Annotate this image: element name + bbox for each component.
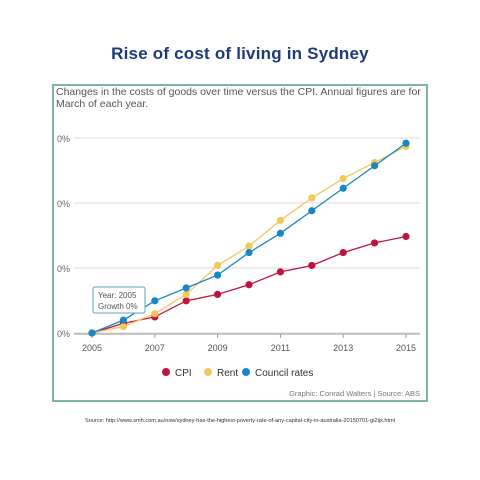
- data-point-council-rates: [371, 162, 379, 170]
- legend-marker-rent: [204, 368, 212, 376]
- data-point-council-rates: [151, 297, 159, 305]
- data-point-cpi: [308, 261, 316, 270]
- data-point-cpi: [245, 281, 253, 289]
- data-point-council-rates: [245, 248, 253, 257]
- data-point-cpi: [339, 248, 347, 257]
- chart-credit: Graphic: Conrad Walters | Source: ABS: [289, 389, 420, 398]
- y-tick-label: 0%: [57, 329, 70, 339]
- y-tick-label: 0%: [57, 199, 70, 209]
- data-point-cpi: [402, 232, 410, 241]
- legend-label-cpi: CPI: [175, 368, 192, 379]
- data-point-council-rates: [402, 139, 410, 147]
- data-point-rent: [214, 261, 222, 270]
- data-point-council-rates: [214, 271, 222, 279]
- data-point-council-rates: [119, 316, 127, 324]
- slide-title: Rise of cost of living in Sydney: [111, 44, 369, 63]
- data-point-rent: [276, 216, 284, 225]
- x-tick-label: 2011: [271, 343, 290, 353]
- data-point-cpi: [214, 290, 222, 298]
- data-point-cpi: [371, 239, 379, 247]
- tooltip-year: Year: 2005: [98, 291, 137, 300]
- data-point-rent: [339, 175, 347, 183]
- x-tick-label: 2015: [396, 343, 416, 353]
- data-point-cpi: [276, 268, 284, 276]
- data-point-council-rates: [276, 229, 284, 237]
- x-tick-label: 2009: [208, 343, 228, 353]
- tooltip-growth: Growth 0%: [98, 302, 138, 311]
- x-tick-label: 2013: [333, 343, 353, 353]
- data-point-rent: [119, 322, 127, 331]
- legend-marker-cpi: [162, 368, 170, 376]
- chart-subtitle: Changes in the costs of goods over time …: [56, 86, 421, 110]
- legend-label-council-rates: Council rates: [255, 368, 313, 379]
- data-point-rent: [245, 242, 253, 250]
- data-point-council-rates: [182, 284, 190, 292]
- x-tick-label: 2007: [145, 343, 165, 353]
- data-point-rent: [151, 310, 159, 318]
- data-point-rent: [182, 290, 190, 298]
- data-point-rent: [308, 194, 316, 202]
- tooltip-box: [92, 286, 146, 314]
- chart-frame: [52, 84, 428, 402]
- legend-label-rent: Rent: [217, 368, 238, 379]
- source-citation: Source: http://www.smh.com.au/nsw/sydney…: [85, 418, 395, 424]
- data-point-cpi: [182, 297, 190, 305]
- data-point-council-rates: [88, 329, 96, 337]
- data-point-council-rates: [339, 184, 347, 192]
- y-tick-label: 0%: [57, 264, 70, 274]
- legend-marker-council-rates: [242, 368, 250, 376]
- y-tick-label: 0%: [57, 134, 70, 144]
- data-point-council-rates: [308, 207, 316, 215]
- x-tick-label: 2005: [82, 343, 102, 353]
